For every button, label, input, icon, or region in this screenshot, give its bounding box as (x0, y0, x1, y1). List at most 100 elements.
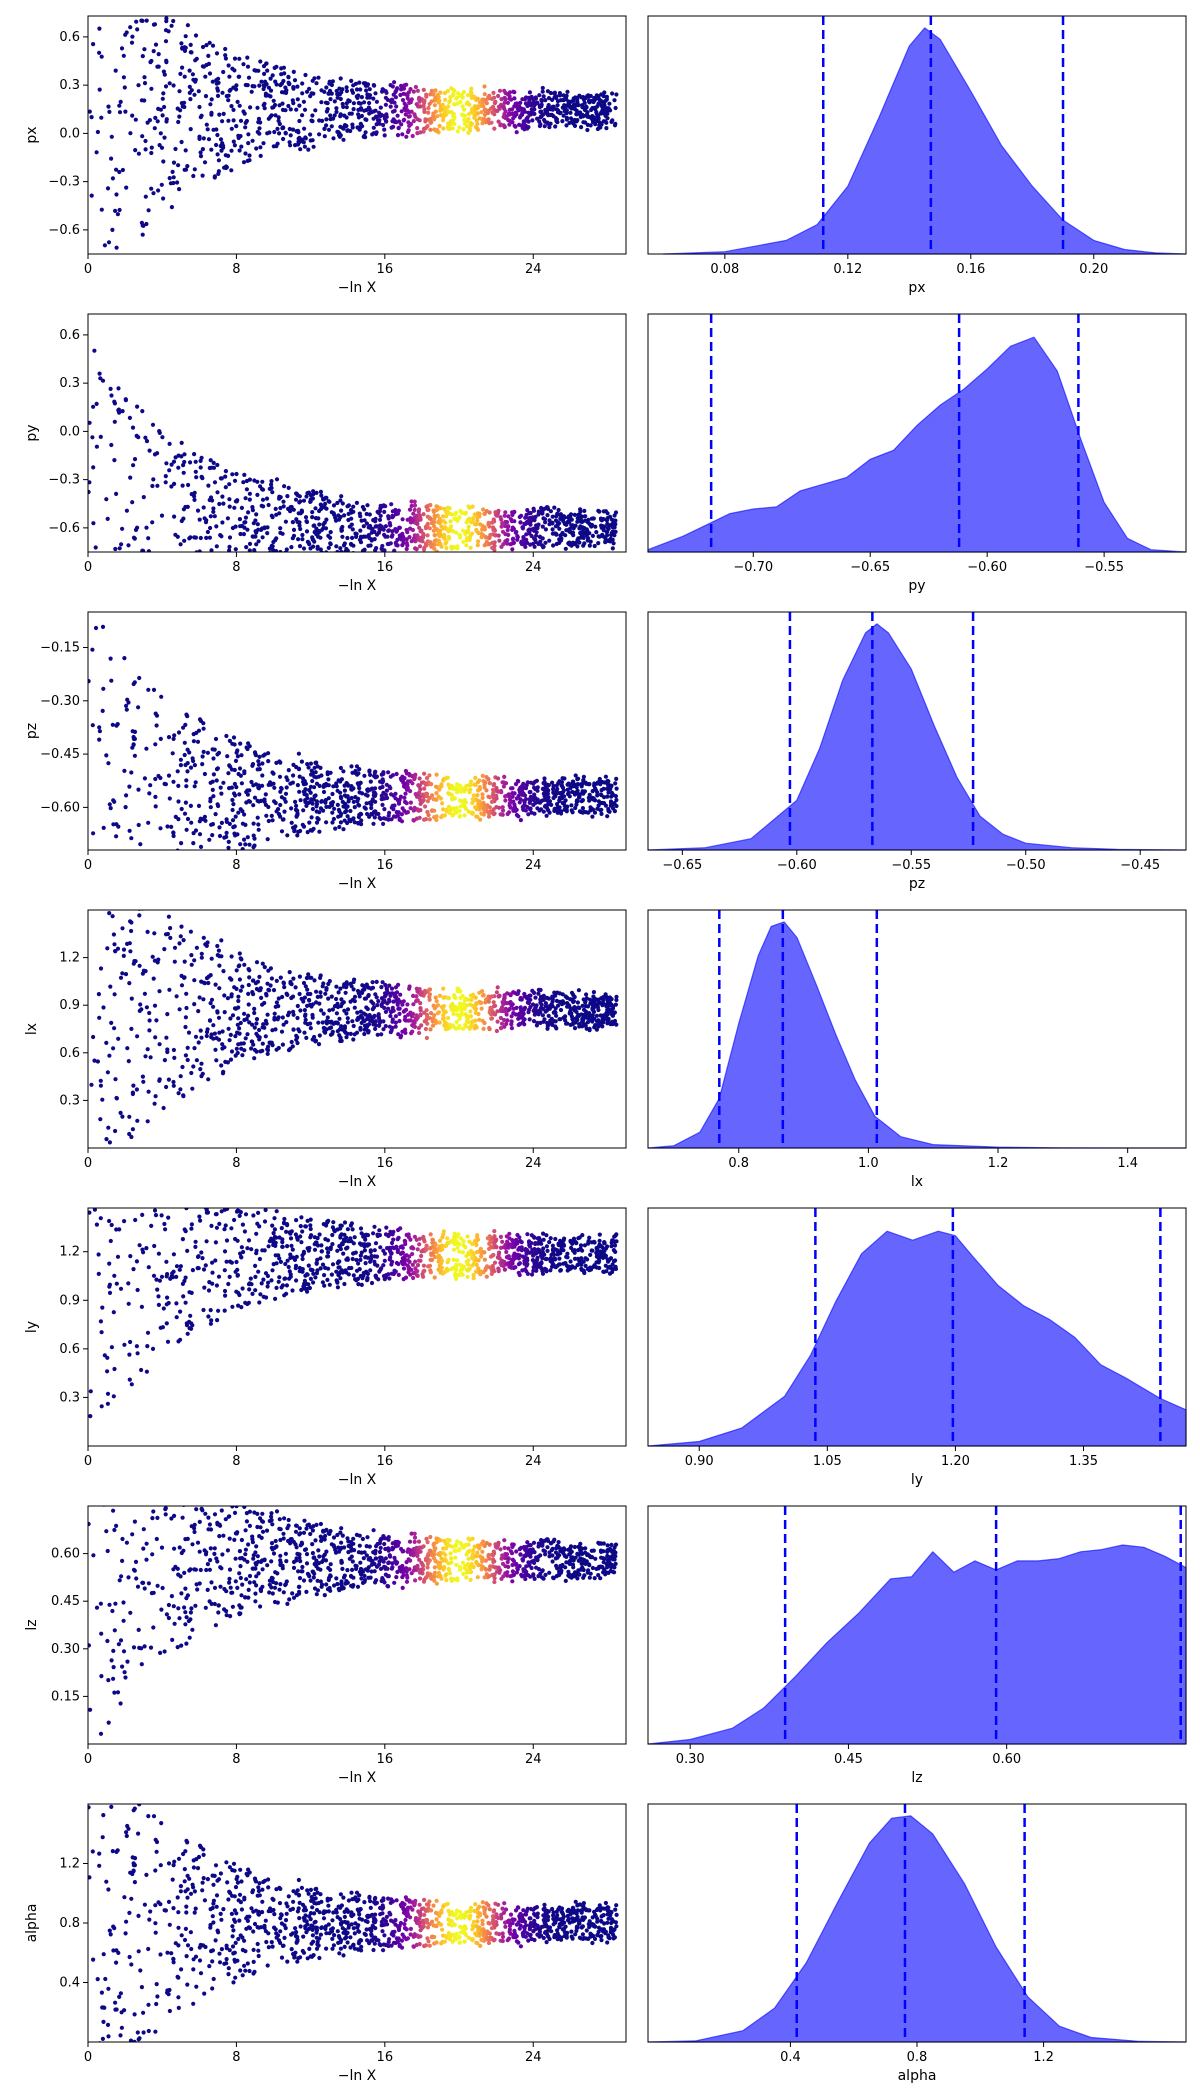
scatter-point (558, 1007, 564, 1013)
scatter-point (440, 102, 445, 107)
scatter-point (214, 544, 219, 549)
scatter-point (400, 543, 405, 548)
scatter-point (466, 116, 471, 121)
scatter-point (188, 535, 193, 540)
scatter-point (209, 548, 214, 552)
scatter-point (276, 568, 280, 572)
scatter-point (132, 736, 137, 742)
scatter-point (399, 83, 404, 88)
scatter-point (588, 805, 593, 810)
scatter-point (160, 113, 165, 118)
scatter-point (437, 530, 442, 536)
scatter-point (352, 994, 358, 999)
scatter-point (238, 580, 242, 584)
scatter-point (212, 747, 217, 752)
scatter-point (123, 32, 128, 37)
scatter-point (317, 810, 322, 815)
scatter-point (413, 546, 418, 551)
x-tick-label: 8 (232, 858, 240, 873)
scatter-point (312, 765, 317, 770)
scatter-point (200, 754, 205, 759)
scatter-point (237, 148, 242, 153)
scatter-point (430, 1023, 436, 1028)
scatter-point (406, 1012, 411, 1017)
scatter-point (161, 554, 165, 558)
scatter-point (136, 822, 141, 828)
scatter-point (133, 117, 138, 122)
scatter-point (265, 1051, 270, 1056)
scatter-point (154, 723, 159, 728)
scatter-point (426, 812, 431, 818)
scatter-point (181, 1093, 186, 1098)
scatter-point (90, 723, 95, 728)
scatter-point (278, 814, 283, 819)
scatter-point (278, 549, 283, 552)
scatter-point (251, 561, 255, 565)
scatter-point (298, 1008, 303, 1013)
scatter-point (296, 511, 301, 516)
scatter-point (220, 520, 225, 525)
scatter-point (142, 904, 146, 908)
scatter-point (507, 94, 512, 99)
scatter-point (358, 106, 364, 111)
scatter-point (268, 76, 273, 81)
scatter-point (554, 119, 559, 124)
scatter-point (228, 1016, 233, 1021)
scatter-point (385, 795, 390, 801)
scatter-point (485, 809, 490, 814)
scatter-points-py (88, 348, 619, 646)
scatter-point (492, 126, 497, 131)
scatter-point (555, 103, 560, 108)
scatter-point (397, 1018, 402, 1024)
scatter-point (564, 995, 569, 1000)
scatter-point (390, 84, 395, 89)
scatter-point (166, 735, 172, 740)
scatter-point (232, 68, 237, 73)
scatter-point (208, 796, 213, 801)
scatter-point (344, 105, 349, 110)
scatter-point (99, 642, 103, 646)
scatter-point (105, 1070, 110, 1075)
scatter-point (98, 915, 102, 919)
scatter-point (483, 107, 488, 112)
scatter-point (496, 93, 501, 99)
scatter-point (266, 759, 271, 764)
scatter-point (205, 127, 210, 132)
scatter-point (328, 770, 333, 775)
scatter-point (298, 798, 303, 803)
scatter-point (160, 435, 165, 440)
scatter-point (393, 791, 398, 796)
scatter-point (462, 798, 467, 803)
scatter-point (408, 87, 413, 92)
scatter-point (209, 956, 214, 961)
scatter-point (490, 520, 495, 525)
scatter-point (234, 750, 239, 755)
scatter-point (322, 126, 327, 131)
scatter-point (358, 811, 363, 817)
y-tick-label: −0.3 (48, 473, 80, 488)
scatter-point (390, 529, 395, 534)
scatter-point (395, 528, 400, 533)
scatter-point (260, 961, 265, 966)
scatter-point (432, 117, 437, 122)
scatter-point (207, 837, 212, 842)
scatter-point (414, 792, 419, 797)
scatter-point (134, 19, 139, 24)
scatter-point (550, 514, 555, 519)
scatter-point (430, 793, 435, 798)
scatter-point (216, 158, 221, 163)
scatter-point (570, 118, 575, 123)
scatter-point (260, 535, 265, 540)
scatter-point (393, 512, 399, 517)
scatter-point (581, 97, 587, 102)
scatter-point (139, 1007, 144, 1012)
scatter-point (516, 814, 521, 819)
scatter-point (578, 809, 583, 815)
scatter-point (229, 148, 234, 153)
scatter-point (301, 99, 306, 104)
scatter-point (130, 593, 134, 597)
scatter-point (598, 792, 604, 797)
scatter-point (539, 807, 544, 812)
scatter-point (500, 812, 505, 817)
scatter-point (548, 90, 553, 96)
